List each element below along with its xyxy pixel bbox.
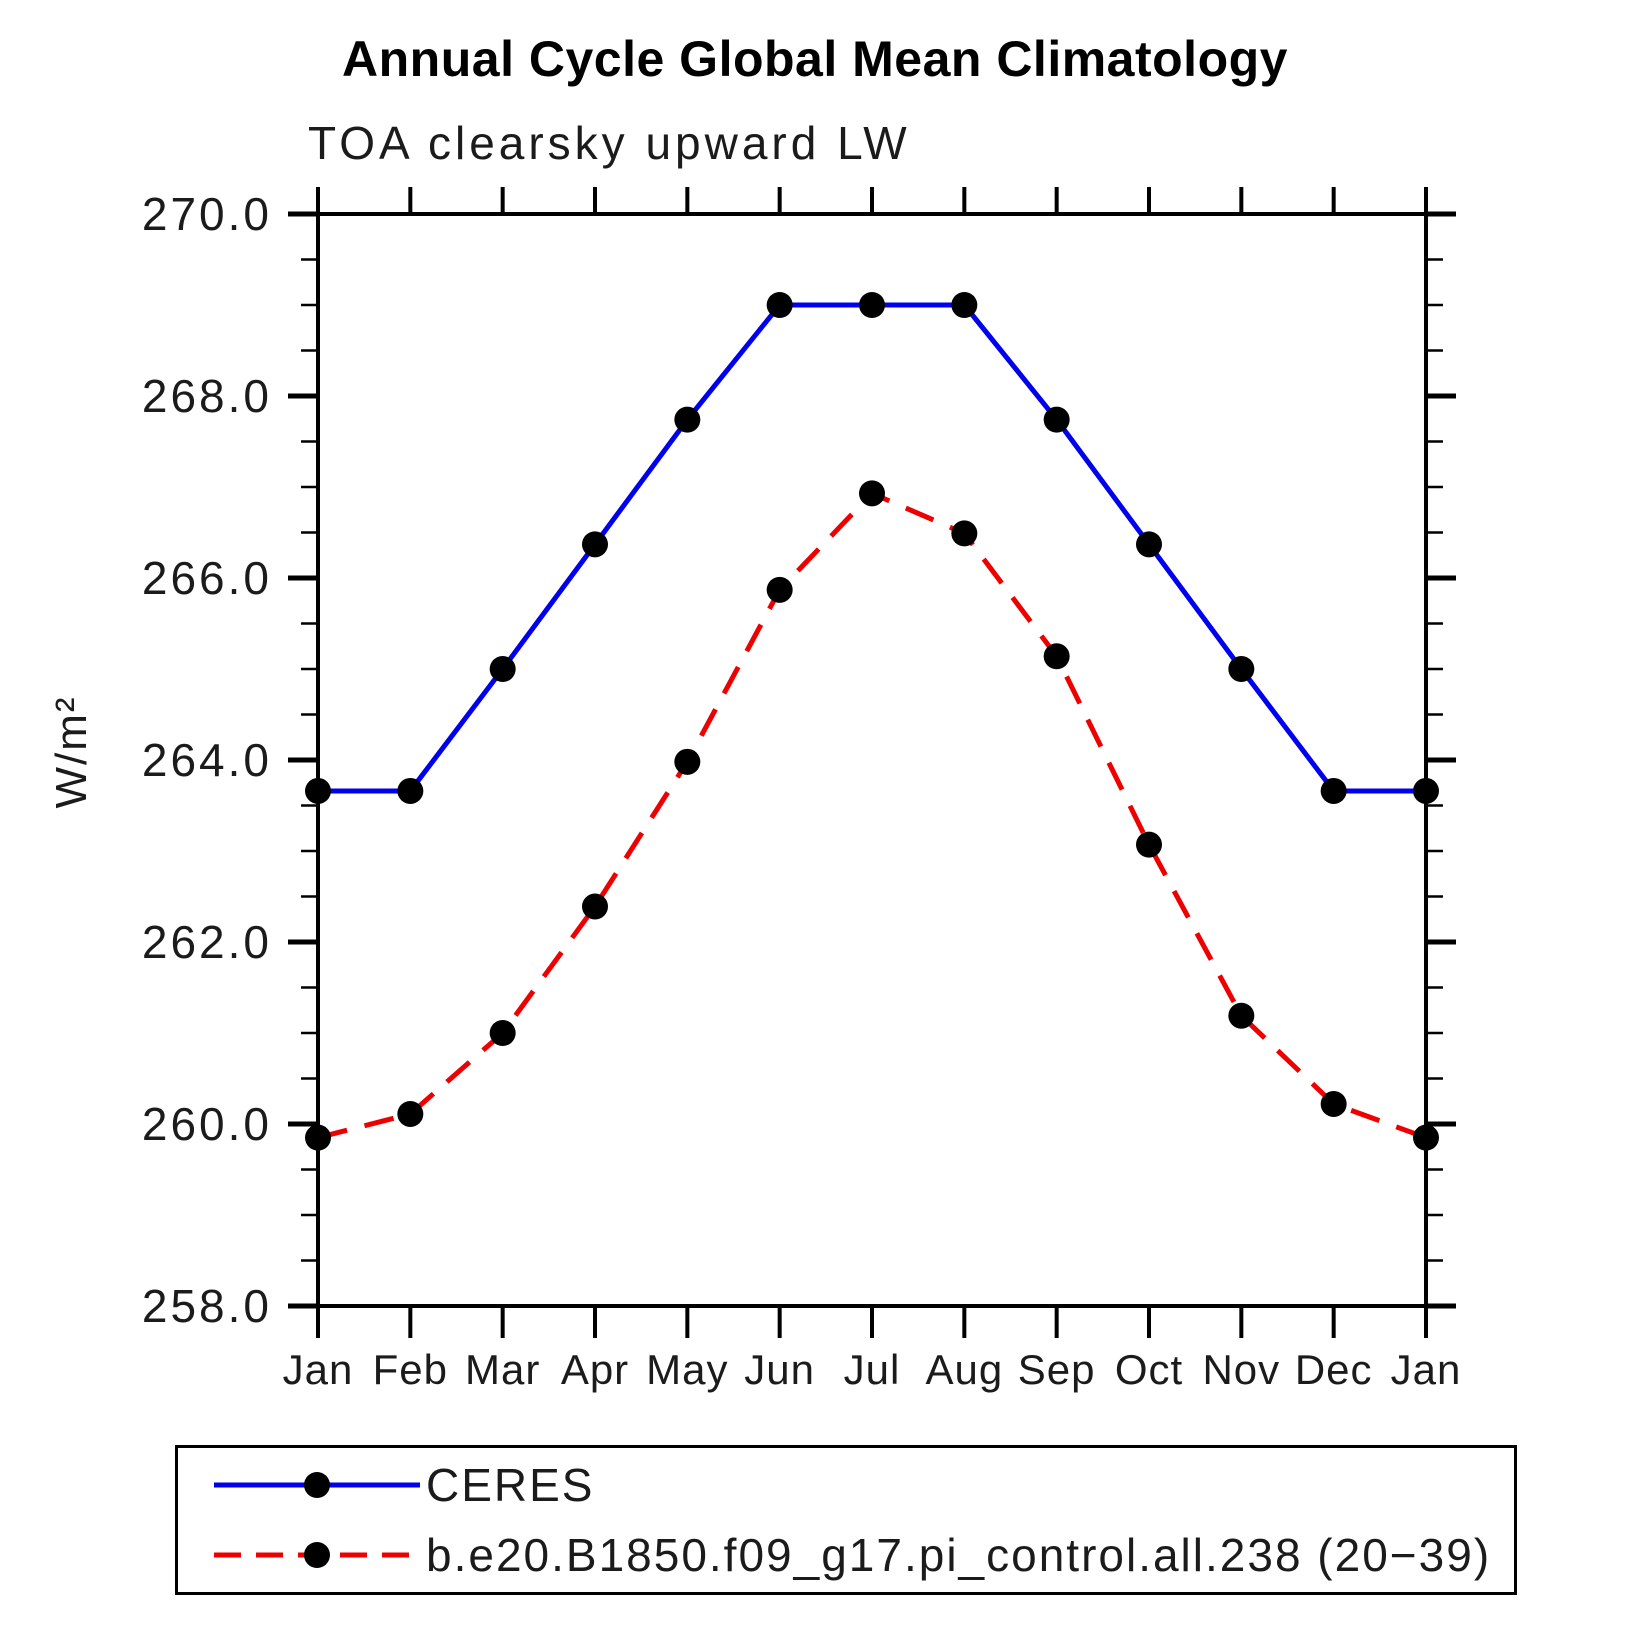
series-1-marker	[582, 893, 608, 920]
series-1-marker	[859, 480, 885, 507]
legend-row-ceres: CERES	[178, 1453, 1514, 1517]
x-tick-label: Nov	[1202, 1346, 1280, 1393]
legend-sample-solid-line	[214, 1472, 420, 1499]
series-1-marker	[1136, 831, 1162, 858]
plot-frame	[316, 212, 1428, 1308]
x-tick-label: Mar	[465, 1346, 540, 1393]
series-0-marker	[1320, 777, 1347, 804]
y-tick-label: 258.0	[142, 1280, 272, 1332]
x-tick-label: Dec	[1295, 1346, 1373, 1393]
chart-subtitle: TOA clearsky upward LW	[308, 117, 911, 169]
x-tick-label: Sep	[1018, 1346, 1096, 1393]
series-0-marker	[305, 777, 331, 804]
y-tick-label: 268.0	[142, 370, 272, 422]
y-tick-label: 266.0	[142, 552, 272, 604]
series-1-marker	[1320, 1090, 1347, 1117]
series-line-0	[318, 302, 1426, 794]
legend-row-model: b.e20.B1850.f09_g17.pi_control.all.238 (…	[178, 1523, 1514, 1587]
legend-marker-model	[304, 1541, 330, 1568]
x-tick-label: Jun	[744, 1346, 815, 1393]
legend-box: CERES b.e20.B1850.f09_g17.pi_control.all…	[175, 1445, 1517, 1595]
series-0-marker	[1413, 777, 1439, 804]
x-tick-label: Jan	[283, 1346, 354, 1393]
series-0-marker	[951, 292, 978, 318]
series-1-marker	[397, 1100, 424, 1127]
y-tick-label: 260.0	[142, 1098, 272, 1150]
series-0-marker	[489, 656, 516, 682]
series-1-marker	[305, 1124, 331, 1151]
series-0-marker	[766, 292, 793, 318]
series-1-marker	[674, 748, 701, 775]
legend-sample-dashed-line	[214, 1541, 420, 1568]
y-tick-label: 262.0	[142, 916, 272, 968]
series-1-marker	[1413, 1124, 1439, 1151]
series-0-marker	[582, 531, 608, 558]
chart-title: Annual Cycle Global Mean Climatology	[342, 31, 1288, 87]
legend-label-ceres: CERES	[426, 1459, 595, 1512]
legend-marker-ceres	[304, 1472, 330, 1499]
y-tick-label: 270.0	[142, 188, 272, 240]
x-tick-label: Feb	[373, 1346, 448, 1393]
x-tick-label: Oct	[1115, 1346, 1183, 1393]
series-line-1	[317, 490, 1427, 1141]
series-1-marker	[766, 576, 793, 603]
series-0-marker	[397, 777, 424, 804]
series-0-marker	[859, 292, 885, 318]
series-1-marker	[1043, 643, 1070, 670]
y-tick-label: 264.0	[142, 734, 272, 786]
x-tick-label: Jan	[1391, 1346, 1462, 1393]
chart-canvas: 258.0 260.0 262.0 264.0 266.0 268.0 270.0 Jan Fe…	[47, 187, 1462, 1393]
series-0-marker	[1228, 656, 1255, 682]
y-axis-label: W/m²	[47, 695, 96, 808]
series-1-marker	[489, 1020, 516, 1046]
x-tick-label: Jul	[844, 1346, 901, 1393]
legend-label-model: b.e20.B1850.f09_g17.pi_control.all.238 (…	[426, 1528, 1492, 1581]
x-tick-label: Apr	[561, 1346, 629, 1393]
series-1-marker	[951, 520, 978, 547]
series-1-marker	[1228, 1002, 1255, 1029]
series-0-marker	[674, 406, 701, 433]
x-tick-label: May	[646, 1346, 728, 1393]
series-0-marker	[1043, 406, 1070, 433]
series-0-marker	[1136, 531, 1162, 558]
x-tick-label: Aug	[925, 1346, 1003, 1393]
